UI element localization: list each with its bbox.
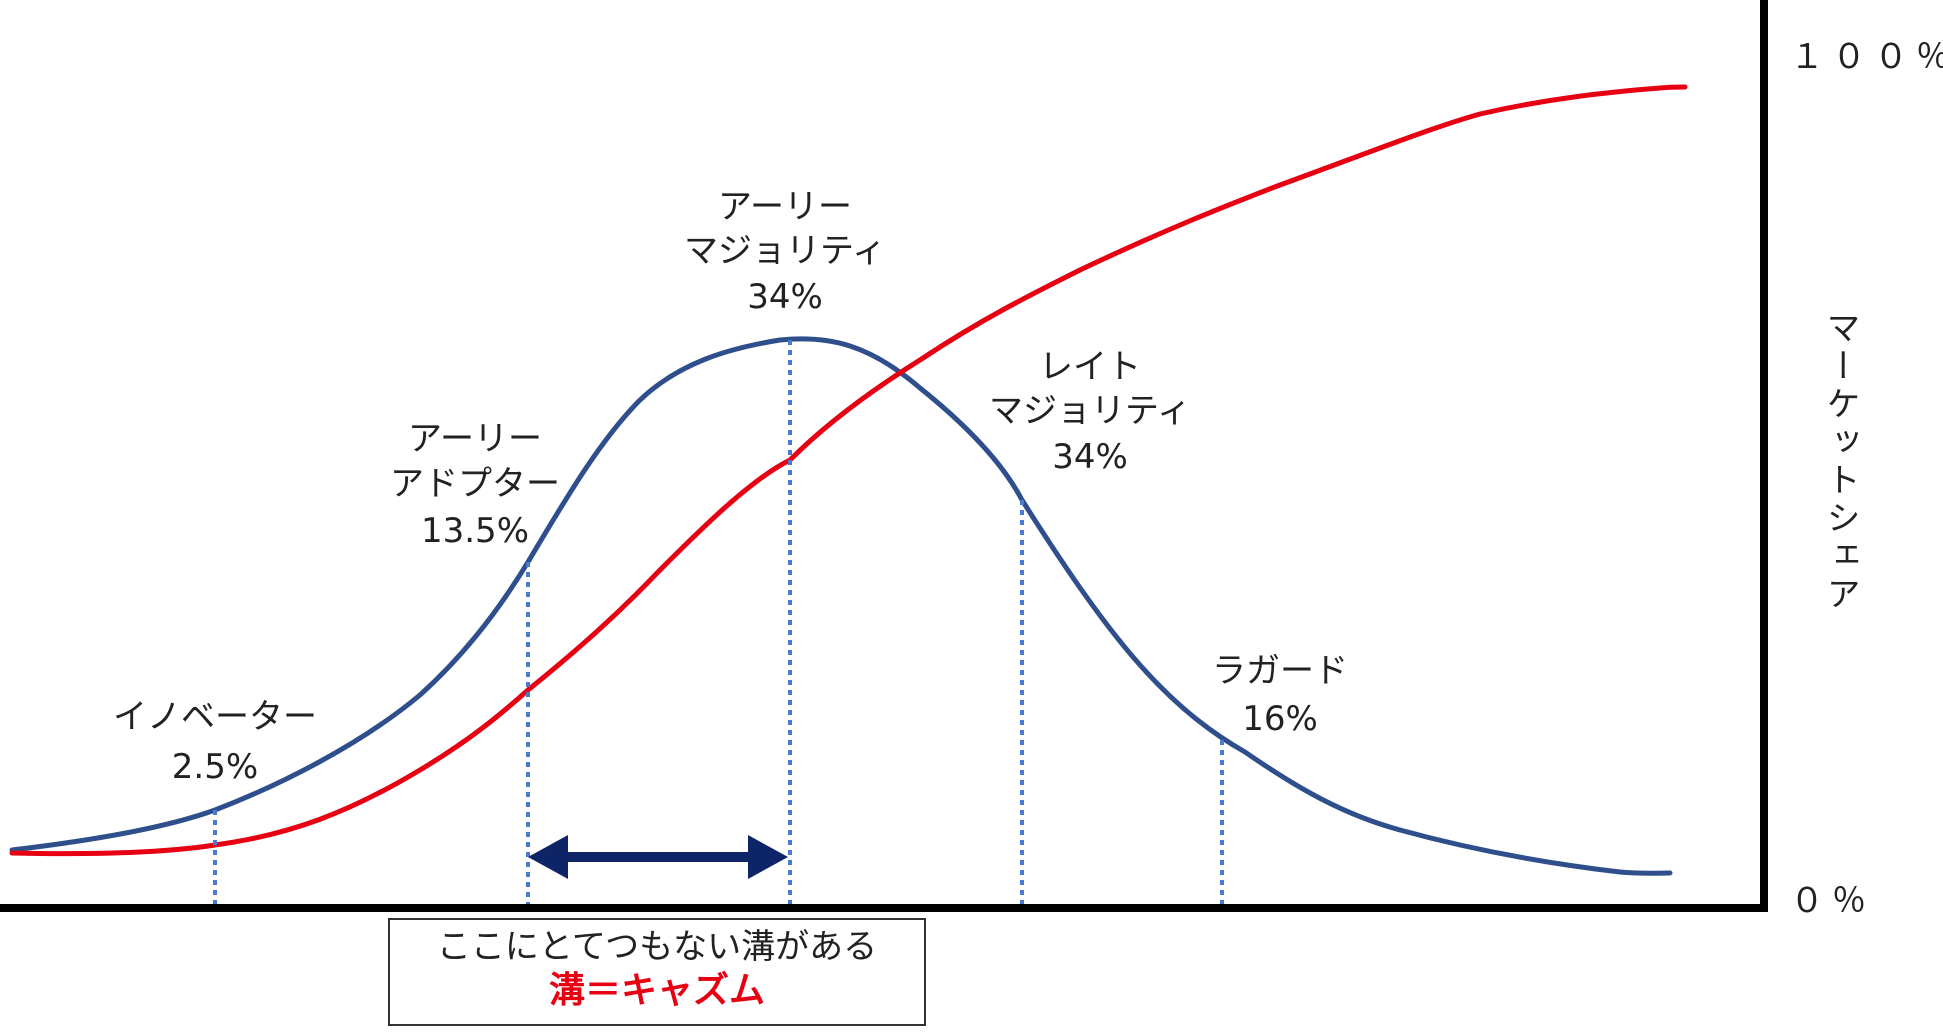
axis-top-label: １００％ (1790, 37, 1943, 77)
innovators-percent: 2.5% (172, 747, 258, 787)
early-adopters-percent: 13.5% (421, 511, 529, 551)
chasm-note-line1: ここにとてつもない溝がある (436, 927, 878, 967)
axis-bottom-label: ０％ (1790, 881, 1874, 921)
chasm-note-box: ここにとてつもない溝がある 溝＝キャズム (388, 918, 926, 1026)
laggards-name: ラガード (1212, 651, 1348, 691)
late-majority-percent: 34% (1052, 437, 1128, 477)
late-majority-name-line1: レイト (1039, 347, 1141, 387)
chasm-note-line2: 溝＝キャズム (548, 970, 765, 1011)
early-adopters-name-line1: アーリー (408, 419, 542, 459)
late-majority-name-line2: マジョリティ (989, 391, 1191, 431)
chasm-arrow (528, 835, 788, 879)
early-majority-name-line1: アーリー (718, 187, 852, 227)
early-majority-name-line2: マジョリティ (684, 231, 886, 271)
innovators-name: イノベーター (113, 697, 317, 737)
early-adopters-name-line2: アドプター (390, 464, 560, 504)
laggards-percent: 16% (1242, 699, 1318, 739)
axis-vertical-label: マーケットシェア (1820, 310, 1860, 614)
adoption-bell-curve (9, 336, 1673, 876)
market-share-s-curve (9, 84, 1688, 857)
early-majority-percent: 34% (747, 277, 823, 317)
